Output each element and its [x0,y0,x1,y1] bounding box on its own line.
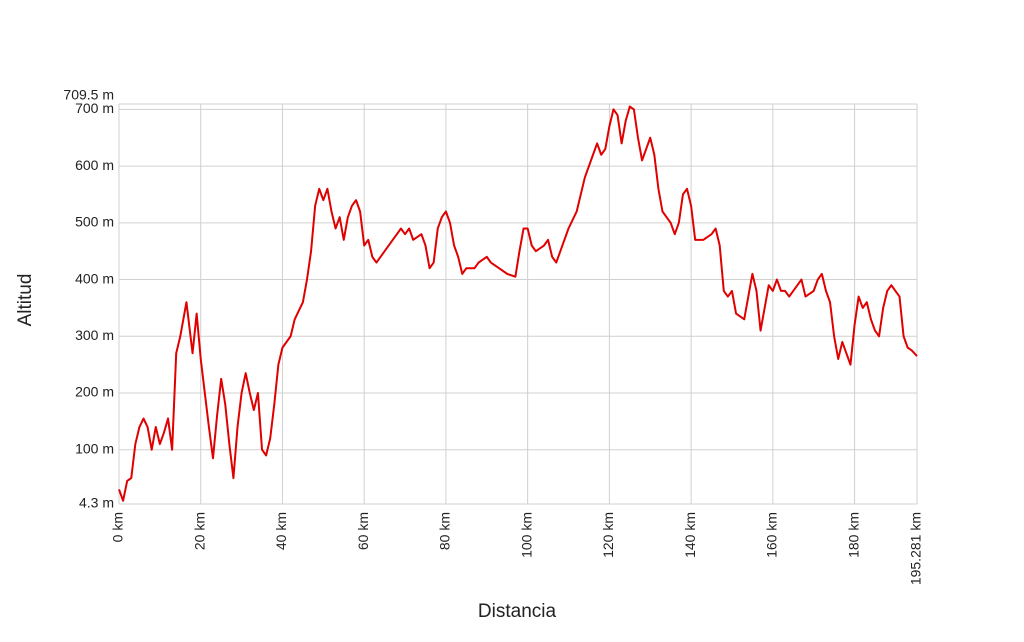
x-axis-title: Distancia [478,601,557,622]
x-tick-label: 140 km [682,512,698,558]
x-tick-label: 100 km [518,512,534,558]
x-tick-label: 180 km [845,512,861,558]
y-tick-label: 400 m [75,270,114,286]
x-tick-label: 120 km [600,512,616,558]
y-tick-label: 4.3 m [79,495,114,511]
y-tick-label: 300 m [75,327,114,343]
x-tick-label: 60 km [355,512,371,550]
y-axis-title: Altitud [15,274,36,327]
x-tick-label: 80 km [437,512,453,550]
y-tick-label: 709.5 m [63,87,114,103]
y-tick-label: 700 m [75,100,114,116]
elevation-line [118,105,918,502]
x-tick-label: 0 km [110,512,126,542]
x-tick-label: 160 km [764,512,780,558]
y-tick-label: 100 m [75,440,114,456]
y-tick-label: 500 m [75,214,114,230]
y-tick-label: 200 m [75,384,114,400]
y-tick-label: 600 m [75,157,114,173]
x-tick-label: 195.281 km [908,512,924,585]
x-tick-label: 40 km [273,512,289,550]
x-tick-label: 20 km [191,512,207,550]
